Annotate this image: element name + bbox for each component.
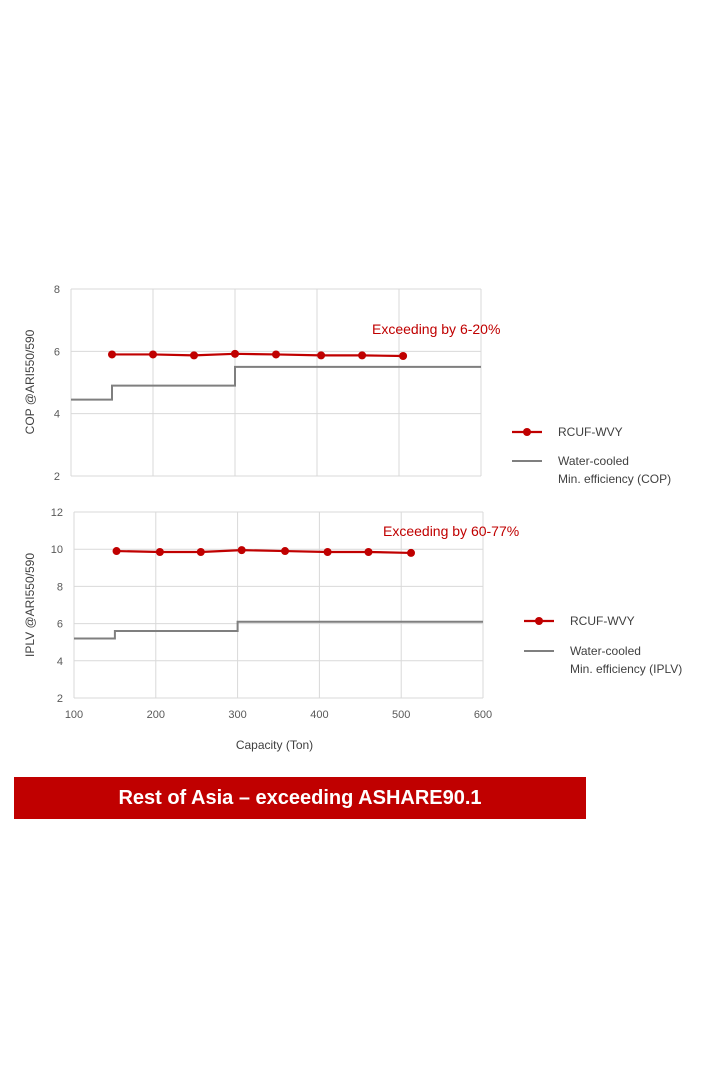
- data-point-rcuf-wvy: [364, 547, 373, 556]
- data-point-rcuf-wvy: [237, 546, 246, 555]
- legend: RCUF-WVY Water-cooled Min. efficiency (IPL…: [524, 614, 682, 676]
- data-point-rcuf-wvy: [190, 351, 198, 360]
- legend-marker-rcuf-wvy: [535, 617, 543, 625]
- y-tick-label: 8: [54, 284, 60, 296]
- y-tick-label: 8: [57, 581, 63, 593]
- y-tick-label: 10: [51, 544, 63, 556]
- data-point-rcuf-wvy: [272, 350, 280, 359]
- x-tick-label: 100: [65, 709, 83, 721]
- data-point-rcuf-wvy: [196, 547, 205, 556]
- data-point-rcuf-wvy: [281, 547, 290, 556]
- legend-label-min-efficiency-line1: Water-cooled: [570, 644, 641, 658]
- y-axis-title: IPLV @ARI550/590: [23, 553, 37, 657]
- legend-label-min-efficiency-line1: Water-cooled: [558, 454, 629, 468]
- data-point-rcuf-wvy: [317, 351, 326, 360]
- series-line-min-efficiency: [71, 365, 481, 401]
- legend-label-rcuf-wvy: RCUF-WVY: [558, 425, 623, 439]
- series-line-rcuf-wvy: [112, 352, 404, 358]
- annotation-text: Exceeding by 6-20%: [372, 321, 500, 337]
- title-banner: Rest of Asia – exceeding ASHARE90.1: [14, 777, 586, 819]
- data-point-rcuf-wvy: [108, 350, 116, 359]
- y-tick-label: 4: [54, 409, 60, 421]
- y-tick-label: 2: [54, 471, 60, 483]
- y-axis-title: COP @ARI550/590: [23, 329, 37, 434]
- x-tick-label: 500: [392, 709, 410, 721]
- data-point-rcuf-wvy: [407, 548, 416, 557]
- data-point-rcuf-wvy: [323, 547, 332, 556]
- legend-label-rcuf-wvy: RCUF-WVY: [570, 614, 635, 628]
- annotation-text: Exceeding by 60-77%: [383, 523, 519, 539]
- x-tick-label: 300: [228, 709, 246, 721]
- x-tick-label: 200: [147, 709, 165, 721]
- chart-panel-1: 2 4 6 8 COP @ARI550/590 Exceeding by 6-20% RCU…: [23, 284, 671, 486]
- legend-marker-rcuf-wvy: [523, 428, 531, 436]
- y-tick-label: 6: [57, 619, 63, 631]
- legend-label-min-efficiency-line2: Min. efficiency (COP): [558, 472, 671, 486]
- data-point-rcuf-wvy: [112, 547, 121, 556]
- legend-label-min-efficiency-line2: Min. efficiency (IPLV): [570, 662, 682, 676]
- data-point-rcuf-wvy: [358, 351, 367, 360]
- x-tick-label: 600: [474, 709, 492, 721]
- banner-text: Rest of Asia – exceeding ASHARE90.1: [118, 786, 482, 809]
- y-tick-label: 12: [51, 507, 63, 519]
- data-point-rcuf-wvy: [149, 350, 157, 359]
- x-axis-title: Capacity (Ton): [236, 738, 313, 752]
- data-point-rcuf-wvy: [155, 547, 164, 556]
- chart-panel-2: 2 4 6 8 10 12 100 200 300 400 500 600 IPLV @ARI550/5…: [23, 507, 682, 752]
- y-tick-label: 4: [57, 656, 63, 668]
- series-line-min-efficiency: [74, 620, 483, 640]
- data-point-rcuf-wvy: [231, 349, 239, 358]
- y-tick-label: 2: [57, 693, 63, 705]
- y-tick-label: 6: [54, 346, 60, 358]
- x-tick-label: 400: [310, 709, 328, 721]
- series-line-rcuf-wvy: [116, 549, 412, 555]
- data-point-rcuf-wvy: [399, 352, 408, 361]
- legend: RCUF-WVY Water-cooled Min. efficiency (COP…: [512, 425, 671, 486]
